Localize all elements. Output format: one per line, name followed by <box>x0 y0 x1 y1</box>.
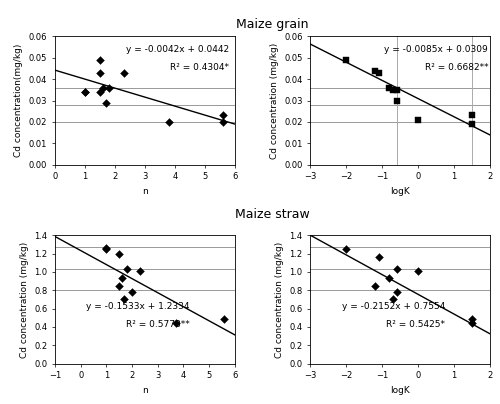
Y-axis label: Cd concentration (mg/kg): Cd concentration (mg/kg) <box>270 42 278 159</box>
Text: R² = 0.6682**: R² = 0.6682** <box>424 63 488 72</box>
Text: y = -0.1533x + 1.2334: y = -0.1533x + 1.2334 <box>86 302 190 311</box>
Point <box>414 116 422 123</box>
X-axis label: n: n <box>142 386 148 395</box>
Point <box>165 119 173 125</box>
Point <box>386 84 394 91</box>
Text: y = -0.0085x + 0.0309: y = -0.0085x + 0.0309 <box>384 45 488 55</box>
Point <box>105 84 113 91</box>
Text: R² = 0.5778**: R² = 0.5778** <box>126 320 190 329</box>
Point <box>371 282 379 289</box>
Point <box>392 97 400 104</box>
Point <box>96 89 104 95</box>
Point <box>99 84 107 91</box>
Text: Maize grain: Maize grain <box>236 18 309 31</box>
Point <box>389 295 397 302</box>
Point <box>468 121 476 127</box>
Point <box>102 246 110 252</box>
Text: y = -0.0042x + 0.0442: y = -0.0042x + 0.0442 <box>126 45 230 55</box>
Y-axis label: Cd concentration(mg/kg): Cd concentration(mg/kg) <box>14 44 24 157</box>
Point <box>392 86 400 93</box>
Point <box>371 67 379 74</box>
Point <box>392 289 400 295</box>
Point <box>96 69 104 76</box>
Point <box>81 89 89 95</box>
Y-axis label: Cd concentration (mg/kg): Cd concentration (mg/kg) <box>275 241 284 358</box>
Point <box>468 112 476 119</box>
Point <box>219 119 227 125</box>
Text: R² = 0.5425*: R² = 0.5425* <box>386 320 445 329</box>
Point <box>392 266 400 272</box>
Point <box>374 254 382 261</box>
Point <box>128 289 136 295</box>
Text: Maize straw: Maize straw <box>235 208 310 221</box>
Point <box>115 250 123 257</box>
Point <box>120 295 128 302</box>
Point <box>118 275 126 282</box>
Point <box>374 69 382 76</box>
Point <box>219 112 227 119</box>
Point <box>468 320 476 326</box>
Point <box>123 266 131 272</box>
Point <box>120 69 128 76</box>
Point <box>96 57 104 63</box>
Point <box>414 268 422 274</box>
Y-axis label: Cd concentration (mg/kg): Cd concentration (mg/kg) <box>20 241 28 358</box>
Point <box>468 316 476 322</box>
Point <box>102 245 110 251</box>
X-axis label: n: n <box>142 187 148 196</box>
Point <box>136 268 143 274</box>
X-axis label: logK: logK <box>390 386 410 395</box>
Point <box>342 57 350 63</box>
X-axis label: logK: logK <box>390 187 410 196</box>
Point <box>386 275 394 282</box>
Point <box>220 316 228 322</box>
Point <box>172 320 179 326</box>
Point <box>81 89 89 95</box>
Point <box>115 282 123 289</box>
Point <box>389 86 397 93</box>
Text: R² = 0.4304*: R² = 0.4304* <box>170 63 230 72</box>
Point <box>342 246 350 252</box>
Point <box>102 99 110 106</box>
Text: y = -0.2152x + 0.7554: y = -0.2152x + 0.7554 <box>342 302 445 311</box>
